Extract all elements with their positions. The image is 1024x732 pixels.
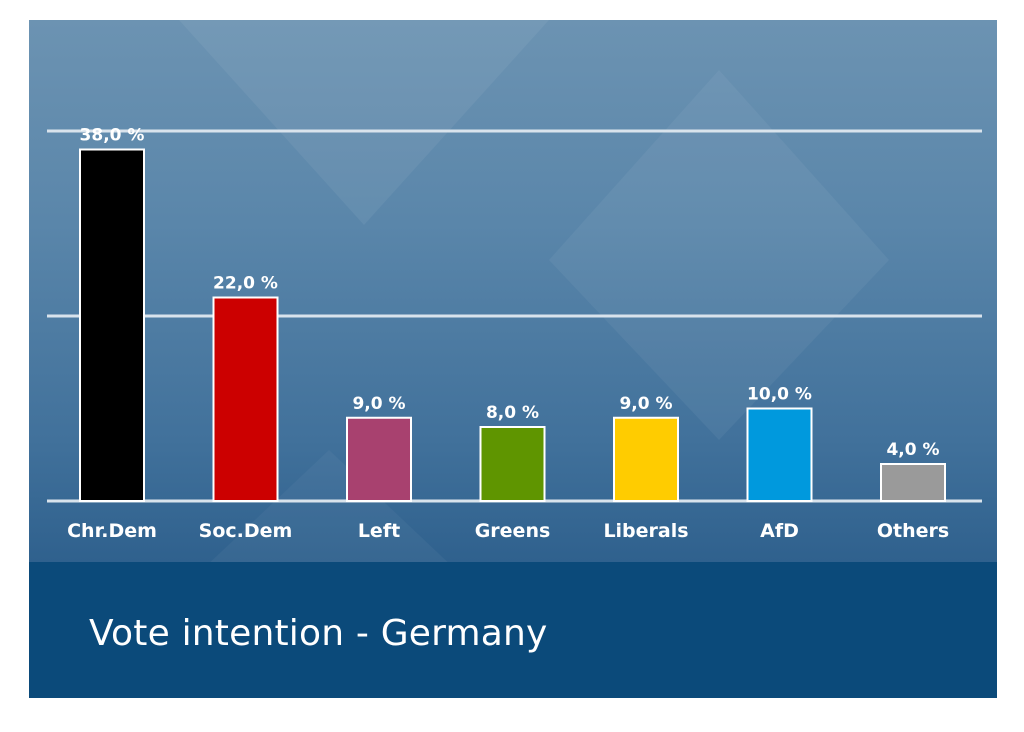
bar-chr-dem: [79, 148, 145, 502]
labels: 38,0 % Chr.Dem 22,0 % Soc.Dem 9,0 % Left 8,0 %…: [67, 126, 949, 543]
category-label: Liberals: [603, 520, 688, 542]
value-label: 38,0 %: [80, 126, 145, 146]
bar-greens: [479, 426, 546, 502]
value-label: 22,0 %: [213, 274, 278, 294]
bar-liberals: [613, 416, 679, 502]
value-label: 9,0 %: [352, 394, 405, 414]
bar-left: [346, 416, 412, 502]
bar-afd: [746, 407, 813, 502]
category-label: AfD: [760, 520, 799, 542]
bars: [79, 148, 946, 502]
bar-chart: 38,0 % Chr.Dem 22,0 % Soc.Dem 9,0 % Left 8,0 %…: [47, 126, 982, 543]
title-band: [29, 562, 997, 698]
chart-panel: 38,0 % Chr.Dem 22,0 % Soc.Dem 9,0 % Left 8,0 %…: [29, 20, 997, 698]
category-label: Left: [358, 520, 400, 542]
bar-soc-dem: [212, 296, 279, 502]
category-label: Others: [877, 520, 949, 542]
value-label: 4,0 %: [886, 440, 939, 460]
category-label: Soc.Dem: [199, 520, 293, 542]
bar-others: [880, 463, 946, 502]
category-label: Chr.Dem: [67, 520, 157, 542]
value-label: 9,0 %: [619, 394, 672, 414]
chart-title: Vote intention - Germany: [89, 613, 548, 654]
category-label: Greens: [475, 520, 551, 542]
value-label: 10,0 %: [747, 385, 812, 405]
value-label: 8,0 %: [486, 403, 539, 423]
